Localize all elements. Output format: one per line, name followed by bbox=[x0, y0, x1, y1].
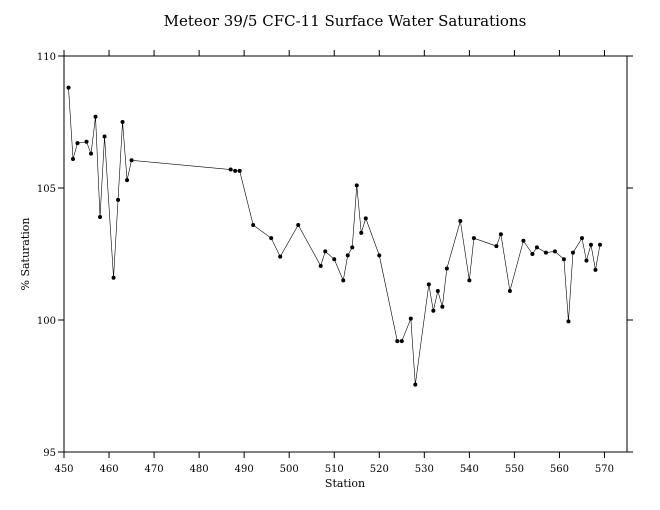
x-axis: 450 460 470 480 490 500 510 520 530 540 550 560 570 bbox=[54, 50, 614, 475]
data-point bbox=[341, 278, 346, 283]
data-point bbox=[588, 242, 593, 247]
x-tick-label: 490 bbox=[235, 464, 254, 475]
y-tick-label: 100 bbox=[37, 316, 56, 327]
data-point bbox=[570, 250, 575, 255]
data-point bbox=[102, 134, 107, 139]
data-point bbox=[435, 288, 440, 293]
y-tick-label: 110 bbox=[37, 52, 56, 63]
data-point bbox=[237, 168, 242, 173]
x-tick-label: 500 bbox=[280, 464, 299, 475]
data-point bbox=[296, 222, 301, 227]
data-point bbox=[584, 258, 589, 263]
data-point bbox=[431, 308, 436, 313]
y-tick-label: 105 bbox=[37, 184, 56, 195]
data-point bbox=[467, 278, 472, 283]
data-point bbox=[597, 242, 602, 247]
data-point bbox=[521, 238, 526, 243]
data-point bbox=[413, 382, 418, 387]
data-point bbox=[332, 257, 337, 262]
data-point bbox=[444, 266, 449, 271]
data-point bbox=[345, 253, 350, 258]
data-point bbox=[269, 236, 274, 241]
x-tick-label: 570 bbox=[595, 464, 614, 475]
data-point bbox=[530, 252, 535, 256]
data-point bbox=[228, 167, 233, 172]
data-point bbox=[84, 139, 89, 144]
data-point bbox=[359, 230, 364, 235]
data-point bbox=[534, 245, 539, 250]
data-point bbox=[552, 249, 557, 254]
x-tick-label: 550 bbox=[505, 464, 524, 475]
x-axis-label: Station bbox=[325, 477, 365, 490]
y-axis: 95 100 105 110 bbox=[37, 52, 633, 459]
data-point bbox=[494, 244, 499, 249]
data-point bbox=[71, 156, 76, 161]
data-point bbox=[89, 151, 94, 156]
data-point bbox=[125, 178, 130, 183]
x-tick-label: 560 bbox=[550, 464, 569, 475]
data-point bbox=[561, 257, 566, 262]
data-point bbox=[93, 114, 98, 119]
data-point bbox=[323, 249, 328, 254]
data-point bbox=[543, 250, 548, 255]
chart-title: Meteor 39/5 CFC-11 Surface Water Saturat… bbox=[164, 12, 527, 30]
data-point bbox=[426, 282, 431, 287]
data-point bbox=[120, 120, 125, 124]
data-point bbox=[593, 267, 598, 272]
data-point bbox=[399, 339, 404, 344]
y-tick-label: 95 bbox=[43, 448, 56, 459]
data-point bbox=[471, 236, 476, 241]
data-point bbox=[440, 304, 445, 309]
data-point bbox=[251, 222, 256, 227]
data-point bbox=[408, 316, 413, 321]
data-point bbox=[116, 197, 121, 202]
data-point bbox=[233, 168, 238, 173]
data-point bbox=[278, 254, 283, 259]
plot-frame bbox=[63, 55, 628, 453]
data-point bbox=[350, 245, 355, 250]
data-point bbox=[66, 85, 71, 90]
y-axis-label: % Saturation bbox=[19, 217, 32, 290]
data-point bbox=[377, 253, 382, 258]
data-point bbox=[579, 236, 584, 241]
data-point bbox=[363, 216, 368, 221]
data-point bbox=[354, 183, 359, 188]
x-tick-label: 520 bbox=[370, 464, 389, 475]
data-point bbox=[129, 158, 134, 163]
x-tick-label: 480 bbox=[190, 464, 209, 475]
x-tick-label: 540 bbox=[460, 464, 479, 475]
data-point bbox=[498, 232, 503, 237]
x-tick-label: 510 bbox=[325, 464, 344, 475]
series-line bbox=[68, 87, 601, 385]
data-point bbox=[318, 263, 323, 268]
x-tick-label: 470 bbox=[145, 464, 164, 475]
x-tick-label: 450 bbox=[54, 464, 73, 475]
x-tick-label: 460 bbox=[99, 464, 118, 475]
data-point bbox=[566, 319, 571, 324]
data-point bbox=[98, 215, 103, 220]
data-point bbox=[458, 219, 463, 223]
series-group bbox=[66, 85, 602, 387]
data-point bbox=[111, 275, 116, 280]
data-point bbox=[75, 141, 80, 146]
data-point bbox=[395, 339, 400, 344]
data-point bbox=[507, 288, 512, 293]
x-tick-label: 530 bbox=[415, 464, 434, 475]
